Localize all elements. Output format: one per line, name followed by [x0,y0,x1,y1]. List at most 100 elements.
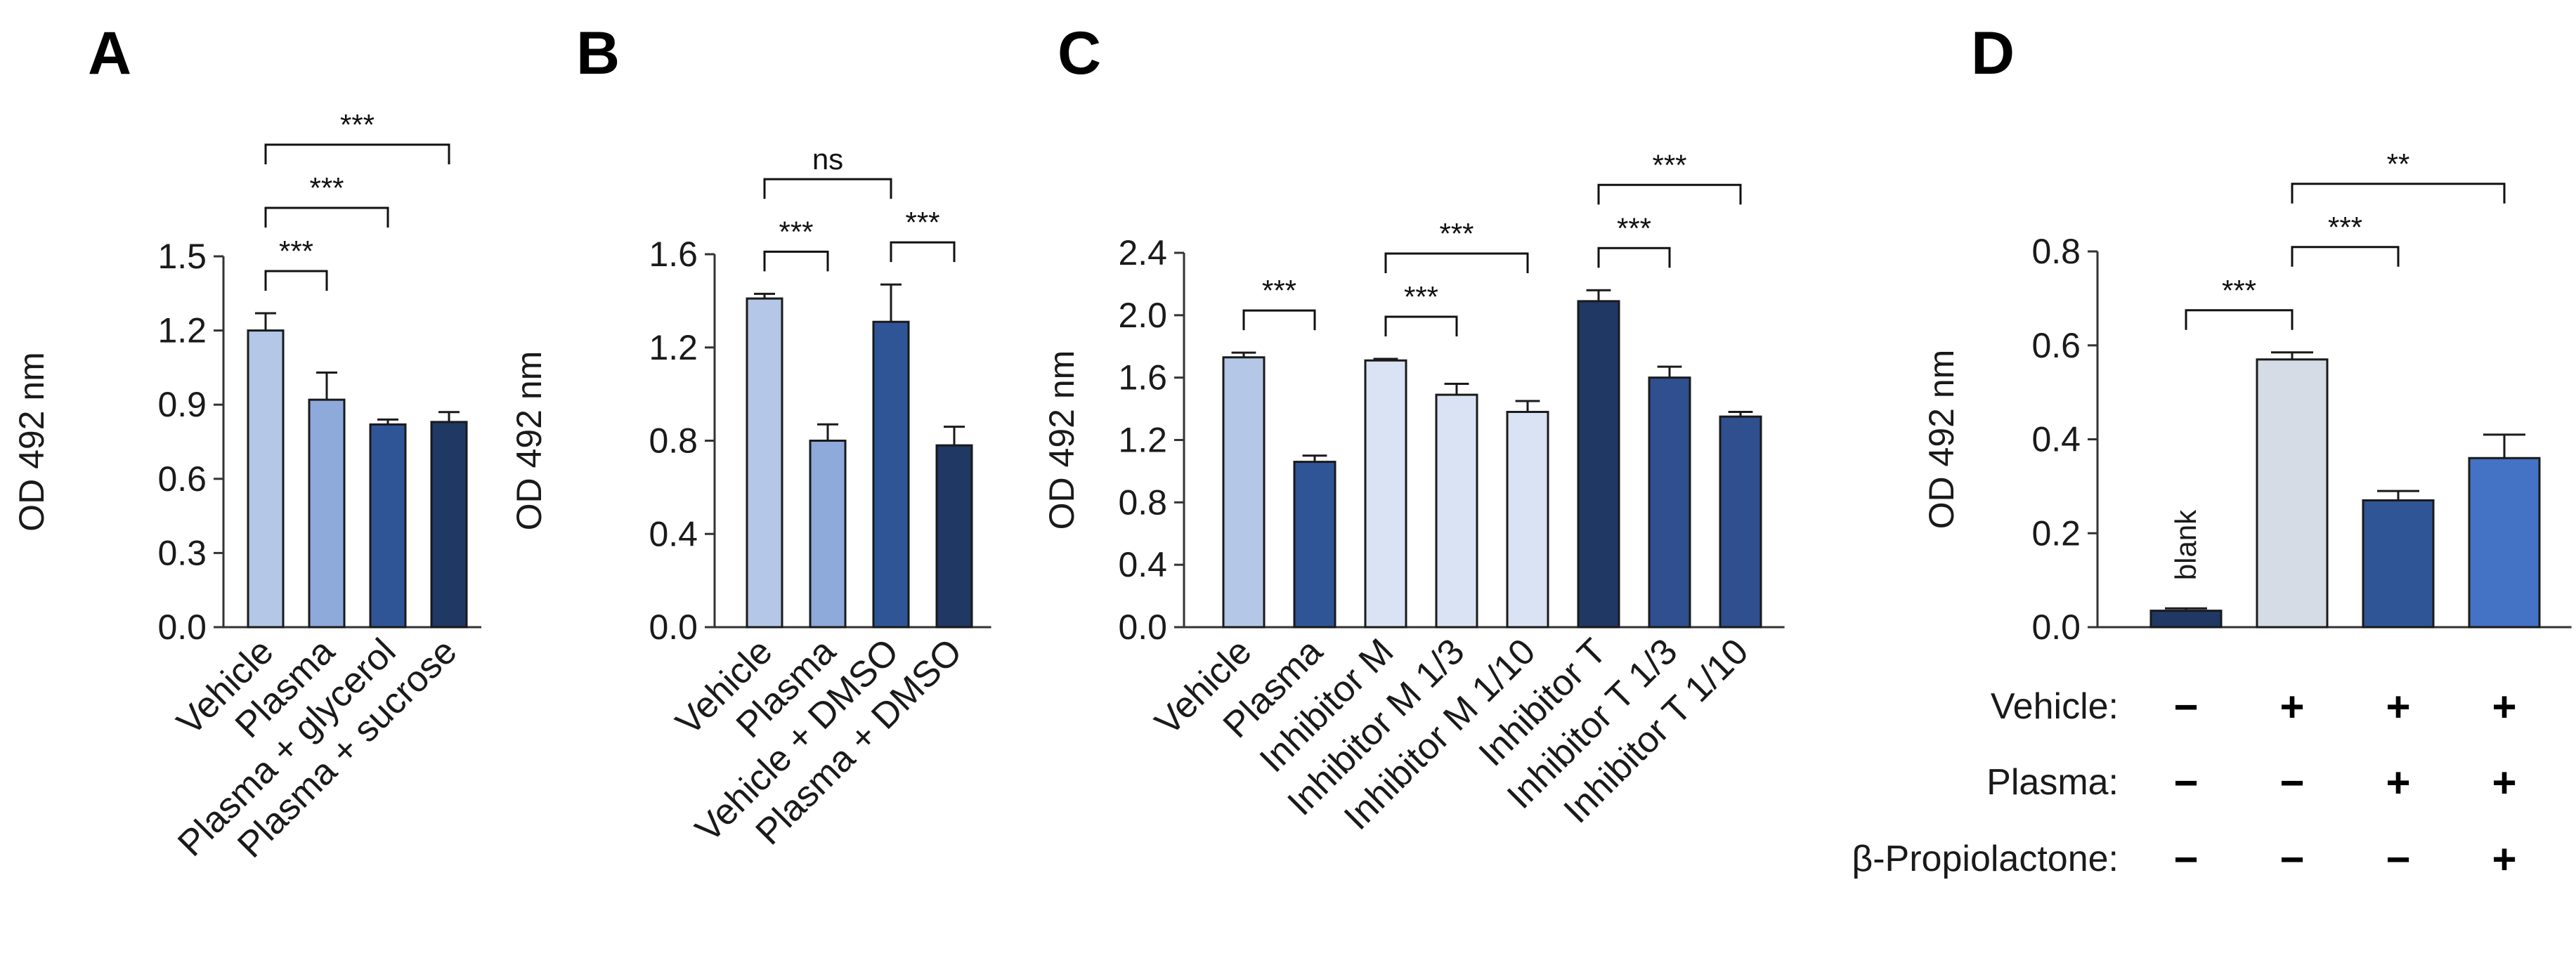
condition-symbol-2-2: − [2386,836,2410,883]
y-tick-label-c: 2.0 [1118,296,1167,335]
panel-c: C0.00.40.81.21.62.02.4OD 492 nm*** ******… [1042,20,1785,838]
sig-label-c-1: *** [1404,280,1438,313]
y-tick-label-d: 0.2 [2031,513,2081,553]
y-tick-label-d: 0.4 [2031,420,2081,459]
sig-label-c-4: *** [1652,148,1686,181]
condition-symbol-0-3: + [2492,683,2516,730]
panel-label-b: B [576,20,620,87]
bar-c-7 [1719,415,1762,629]
sig-bracket-d-1 [2291,246,2400,267]
sig-label-b-1: *** [905,206,939,239]
condition-symbol-1-0: − [2173,759,2198,806]
condition-symbol-0-1: + [2279,683,2304,730]
bar-c-2 [1364,359,1407,629]
sig-bracket-c-2 [1384,252,1529,274]
bar-b-2 [872,320,910,629]
bar-d-3 [2468,457,2541,629]
sig-label-a-0: *** [279,235,313,268]
panel-d: D0.00.20.40.60.8OD 492 nm********blankVe… [1852,20,2572,883]
y-tick-label-b: 0.4 [649,514,698,553]
panel-b: B0.00.40.81.21.6OD 492 nm*** ***nsVehicle… [509,20,991,853]
sig-label-d-2: ** [2387,147,2410,180]
y-tick-label-c: 1.2 [1118,421,1167,460]
y-tick-label-a: 0.6 [157,459,207,499]
y-tick-label-a: 0.9 [157,385,207,424]
y-tick-label-c: 0.4 [1118,545,1167,584]
sig-bracket-c-0 [1242,309,1316,331]
bar-d-1 [2256,358,2329,629]
bar-c-5 [1577,300,1620,629]
bar-c-0 [1222,356,1266,629]
y-axis-title-c: OD 492 nm [1042,350,1081,530]
y-tick-label-d: 0.0 [2031,608,2081,647]
bar-c-6 [1648,376,1691,629]
sig-label-d-0: *** [2222,274,2256,307]
y-tick-label-b: 0.0 [649,608,698,647]
y-tick-label-c: 0.0 [1118,608,1167,647]
bar-c-3 [1435,393,1478,629]
condition-symbol-2-3: + [2492,836,2516,883]
bar-a-3 [430,421,468,629]
condition-symbol-2-1: − [2279,836,2304,883]
condition-symbol-0-2: + [2386,683,2410,730]
y-tick-label-c: 0.8 [1118,482,1167,522]
condition-symbol-1-3: + [2492,759,2516,806]
category-label-d-0: blank [2169,509,2202,580]
condition-symbol-1-2: + [2386,759,2410,806]
sig-bracket-d-2 [2291,183,2506,204]
sig-label-c-3: *** [1617,211,1651,244]
bar-c-4 [1506,411,1549,629]
sig-bracket-b-0 [763,250,829,272]
sig-label-c-2: *** [1439,217,1474,250]
sig-bracket-b-2 [763,178,892,199]
condition-symbol-0-0: − [2173,683,2198,730]
bar-b-0 [746,297,783,629]
y-tick-label-c: 1.6 [1118,358,1167,398]
sig-label-d-1: *** [2328,211,2362,244]
y-tick-label-c: 2.4 [1118,233,1167,272]
bar-b-1 [809,440,847,629]
sig-bracket-c-1 [1384,315,1458,337]
bar-c-1 [1293,461,1336,629]
y-tick-label-d: 0.6 [2031,326,2081,365]
panel-a: A0.00.30.60.91.21.5OD 492 nm*********Veh… [12,20,481,866]
sig-bracket-b-1 [890,241,956,263]
sig-bracket-c-3 [1597,247,1671,268]
condition-label-2: β-Propiolactone: [1852,839,2119,879]
panel-label-c: C [1058,20,1101,87]
sig-label-a-2: *** [340,108,375,141]
bar-a-2 [369,423,407,629]
sig-bracket-c-4 [1597,183,1742,205]
y-tick-label-a: 0.0 [157,608,207,647]
panel-label-d: D [1971,20,2015,87]
bar-d-0 [2149,610,2223,629]
sig-label-c-0: *** [1262,274,1296,307]
bar-a-0 [247,329,285,629]
condition-symbol-1-1: − [2279,759,2304,806]
y-tick-label-b: 0.8 [649,421,698,461]
y-tick-label-b: 1.2 [649,328,698,367]
y-tick-label-a: 0.3 [157,533,207,572]
sig-label-b-2: ns [812,143,843,176]
y-axis-title-d: OD 492 nm [1922,350,1961,530]
sig-label-b-0: *** [779,215,813,248]
panel-label-a: A [88,20,131,87]
sig-bracket-a-2 [264,143,450,164]
y-axis-title-a: OD 492 nm [12,352,51,532]
y-tick-label-b: 1.6 [649,235,698,274]
bar-b-3 [935,444,973,629]
condition-label-0: Vehicle: [1991,686,2119,727]
bar-a-1 [308,398,346,629]
condition-label-1: Plasma: [1986,762,2119,803]
sig-bracket-d-0 [2185,309,2294,330]
y-axis-title-b: OD 492 nm [509,351,549,531]
condition-symbol-2-0: − [2173,836,2198,883]
y-tick-label-a: 1.5 [157,237,207,276]
sig-label-a-1: *** [309,171,344,204]
y-tick-label-a: 1.2 [157,311,207,350]
bar-d-2 [2362,499,2435,629]
y-tick-label-d: 0.8 [2031,232,2081,271]
sig-bracket-a-1 [264,206,389,228]
sig-bracket-a-0 [264,270,328,291]
